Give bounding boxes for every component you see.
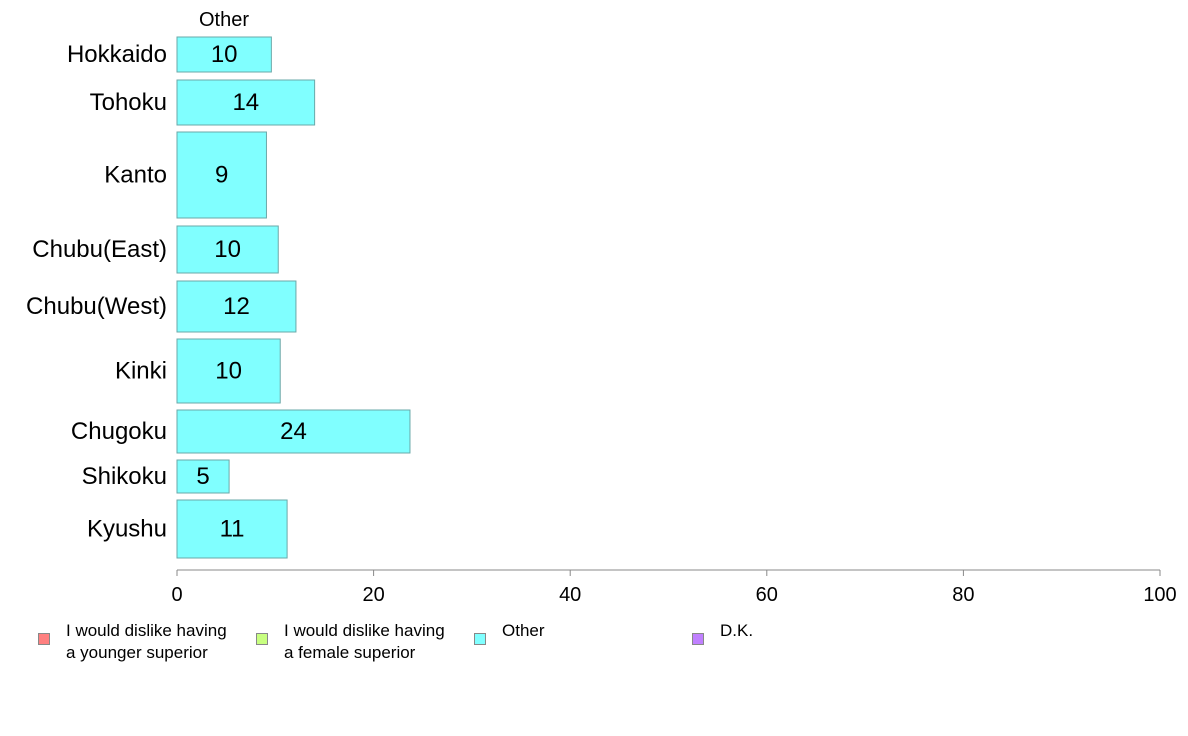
value-label-chubu-east: 10 [214,236,241,263]
bar-kinki [176,338,281,404]
category-label-kyushu: Kyushu [87,516,167,543]
category-label-chubu-west: Chubu(West) [26,293,167,320]
value-label-tohoku: 14 [232,89,259,116]
value-label-kanto: 9 [215,162,228,189]
legend-label-other: Other [502,621,545,640]
legend-swatch-younger-superior [38,633,50,645]
legend-swatch-female-superior [256,633,268,645]
value-label-hokkaido: 10 [211,41,238,68]
category-label-chugoku: Chugoku [71,418,167,445]
legend-label-female-superior: I would dislike having a female superior [284,621,445,662]
category-label-kinki: Kinki [115,358,167,385]
legend-item-dk: D.K. [692,620,753,645]
bar-kanto [176,131,267,219]
x-tick-label-60: 60 [756,584,778,606]
bar-chugoku [176,409,411,454]
bar-tohoku [176,79,316,126]
legend-item-other: Other [474,620,545,645]
legend-item-female-superior: I would dislike having a female superior [256,620,445,664]
legend-swatch-dk [692,633,704,645]
value-label-kinki: 10 [215,358,242,385]
category-label-hokkaido: Hokkaido [67,41,167,68]
category-label-kanto: Kanto [104,162,167,189]
legend-swatch-other [474,633,486,645]
legend-label-dk: D.K. [720,621,754,640]
value-label-chugoku: 24 [280,418,307,445]
bar-kyushu [176,499,288,559]
legend-item-younger-superior: I would dislike having a younger superio… [38,620,227,664]
legend: I would dislike having a younger superio… [38,620,1158,670]
legend-label-younger-superior: I would dislike having a younger superio… [66,621,227,662]
category-label-shikoku: Shikoku [82,463,167,490]
category-label-tohoku: Tohoku [90,89,167,116]
bar-chubu-west [176,280,297,333]
x-tick-label-80: 80 [952,584,974,606]
category-label-chubu-east: Chubu(East) [32,236,167,263]
series-title: Other [199,9,249,31]
x-tick-label-40: 40 [559,584,581,606]
value-label-kyushu: 11 [220,516,245,543]
value-label-chubu-west: 12 [223,293,250,320]
x-tick-label-0: 0 [171,584,182,606]
value-label-shikoku: 5 [196,463,209,490]
bar-hokkaido [176,36,272,73]
x-tick-label-100: 100 [1143,584,1176,606]
bar-chubu-east [176,225,279,274]
bar-shikoku [176,459,230,494]
x-tick-label-20: 20 [362,584,384,606]
